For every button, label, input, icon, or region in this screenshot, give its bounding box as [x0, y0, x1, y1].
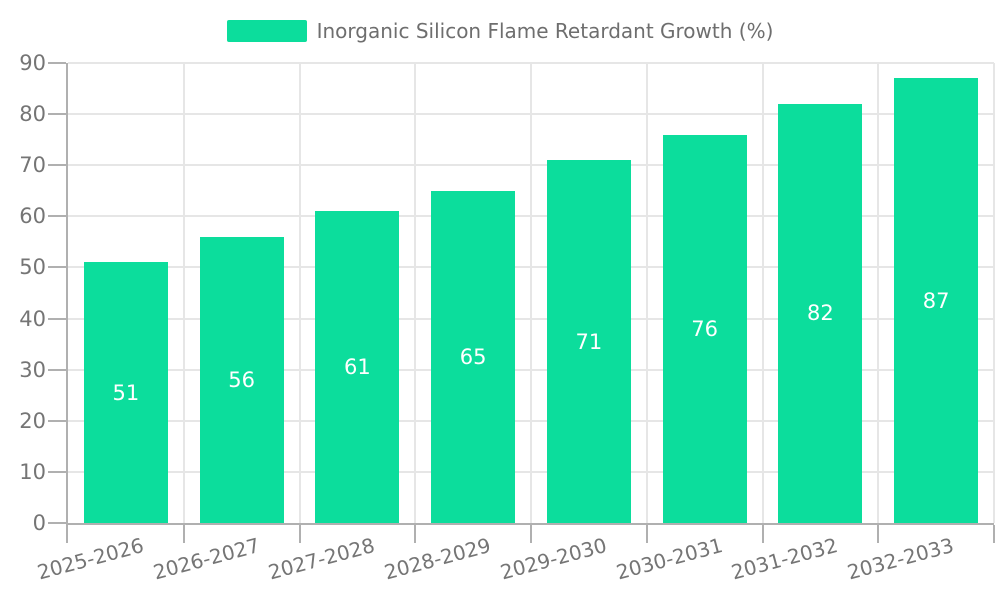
x-axis-tick [993, 525, 995, 543]
y-axis-tick [48, 164, 66, 167]
gridline-vertical [877, 63, 880, 523]
gridline-vertical [645, 63, 648, 523]
bar-value-label: 65 [459, 344, 487, 369]
x-axis-tick [414, 525, 417, 543]
gridline-vertical [530, 63, 532, 523]
y-tick-label: 20 [19, 408, 46, 433]
y-axis-tick [48, 317, 66, 320]
y-tick-label: 80 [19, 102, 46, 127]
bar[interactable]: 76 [662, 134, 747, 523]
bar-value-label: 71 [575, 329, 603, 354]
bar[interactable]: 61 [315, 211, 400, 523]
bar-value-label: 76 [691, 316, 718, 341]
y-axis-tick [48, 368, 66, 371]
y-tick-label: 60 [19, 204, 46, 229]
bar-value-label: 56 [228, 367, 255, 392]
y-tick-label: 0 [32, 511, 46, 535]
y-tick-label: 90 [19, 51, 46, 75]
gridline-vertical [414, 63, 417, 523]
x-axis-tick [761, 525, 764, 543]
y-tick-label: 50 [19, 255, 46, 280]
bar[interactable]: 71 [546, 160, 631, 523]
x-axis-tick [645, 525, 648, 543]
bar-value-label: 87 [922, 288, 950, 313]
bar-value-label: 61 [344, 355, 371, 380]
x-axis-tick [530, 525, 532, 543]
x-axis-line [66, 523, 994, 525]
gridline-vertical [993, 63, 995, 523]
x-axis-tick [182, 525, 185, 543]
legend-item[interactable]: Inorganic Silicon Flame Retardant Growth… [0, 19, 1000, 43]
y-tick-label: 10 [19, 459, 46, 484]
y-axis-tick [48, 62, 66, 64]
bar[interactable]: 82 [778, 103, 863, 523]
bar-value-label: 82 [807, 301, 834, 326]
y-axis-tick [48, 522, 66, 524]
x-axis-tick [298, 525, 301, 543]
y-axis-tick [48, 266, 66, 269]
y-axis-line [66, 63, 68, 525]
x-axis-tick [66, 525, 68, 543]
bar[interactable]: 65 [431, 190, 516, 523]
bar[interactable]: 51 [83, 262, 168, 523]
legend-label: Inorganic Silicon Flame Retardant Growth… [316, 19, 774, 43]
y-axis-tick [48, 113, 66, 116]
y-tick-label: 30 [19, 357, 46, 382]
gridline-vertical [182, 63, 185, 523]
gridline-vertical [298, 63, 301, 523]
y-tick-label: 40 [19, 306, 46, 331]
x-axis-tick [877, 525, 880, 543]
bar[interactable]: 87 [894, 78, 979, 523]
y-axis-tick [48, 419, 66, 422]
bar[interactable]: 56 [199, 236, 284, 523]
gridline-vertical [761, 63, 764, 523]
y-axis-tick [48, 470, 66, 473]
y-tick-label: 70 [19, 153, 46, 178]
bar-value-label: 51 [112, 380, 140, 405]
y-axis-tick [48, 215, 66, 218]
legend-swatch-icon [226, 20, 307, 42]
